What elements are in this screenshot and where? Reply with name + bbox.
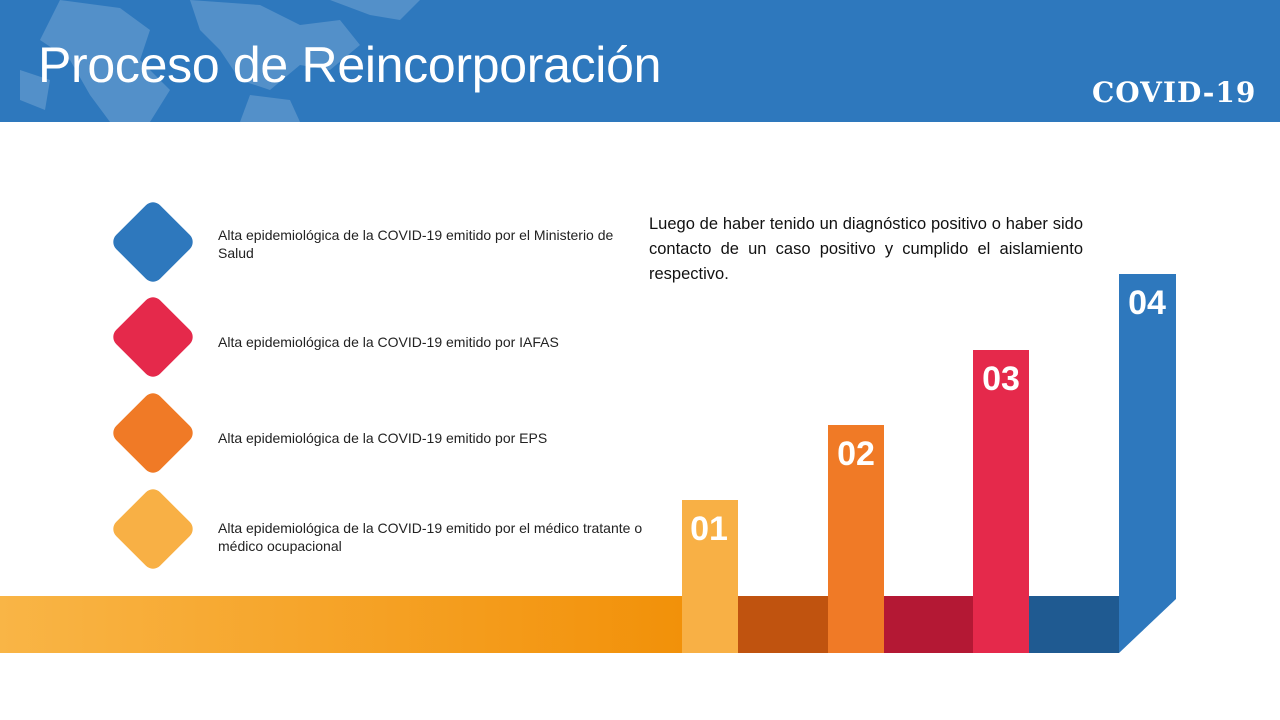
step-3-text: Alta epidemiológica de la COVID-19 emiti…	[218, 430, 548, 446]
step-2-text: Alta epidemiológica de la COVID-19 emiti…	[218, 334, 559, 350]
step-4-number: 04	[1128, 284, 1166, 322]
step-1-bar	[682, 500, 738, 653]
step-4-text: Alta epidemiológica de la COVID-19 emiti…	[218, 520, 643, 554]
step-2-bar	[828, 425, 884, 653]
step-1-text: Alta epidemiológica de la COVID-19 emiti…	[218, 227, 614, 261]
step-4-bar	[1119, 274, 1176, 653]
step-1-number: 01	[690, 510, 728, 548]
header-banner: Proceso de Reincorporación COVID-19	[0, 0, 1280, 122]
step-3-bar	[973, 350, 1029, 653]
step-2-number: 02	[837, 435, 875, 473]
base-ribbon	[0, 596, 682, 653]
covid-tag: COVID-19	[1092, 76, 1257, 109]
step-3-number: 03	[982, 360, 1020, 398]
description-text: Luego de haber tenido un diagnóstico pos…	[649, 215, 1083, 283]
world-map-graphic	[20, 0, 420, 122]
page-title: Proceso de Reincorporación	[38, 37, 662, 93]
